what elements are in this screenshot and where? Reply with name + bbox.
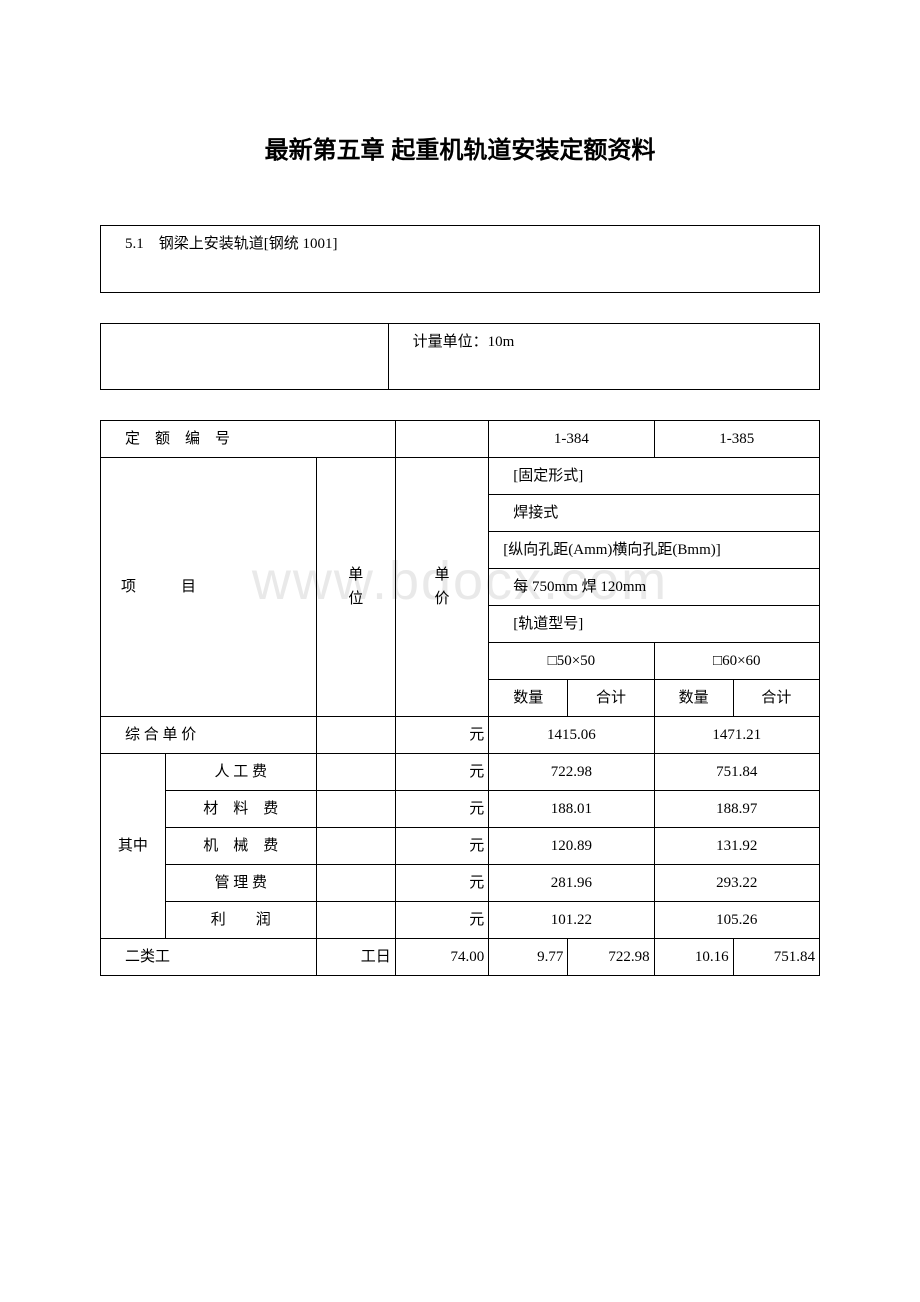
composite-unit: 元 bbox=[395, 717, 488, 754]
quota-code-1: 1-384 bbox=[489, 421, 654, 458]
table-row: 定 额 编 号 1-384 1-385 bbox=[101, 421, 820, 458]
page-title: 最新第五章 起重机轨道安装定额资料 bbox=[100, 130, 820, 165]
material-v1: 188.01 bbox=[489, 791, 654, 828]
labor-v2: 751.84 bbox=[654, 754, 819, 791]
profit-label: 利 润 bbox=[165, 902, 316, 939]
composite-label: 综 合 单 价 bbox=[101, 717, 317, 754]
weld-spec: 每 750mm 焊 120mm bbox=[489, 569, 820, 606]
table-row: 二类工 工日 74.00 9.77 722.98 10.16 751.84 bbox=[101, 939, 820, 976]
rail-model-1: □50×50 bbox=[489, 643, 654, 680]
cell-empty bbox=[316, 791, 395, 828]
quota-table: 定 额 编 号 1-384 1-385 项 目 单 位 单 价 [固定形式] 焊… bbox=[100, 420, 820, 976]
unit-box-left bbox=[101, 323, 389, 360]
cell-empty bbox=[316, 902, 395, 939]
table-row: 材 料 费 元 188.01 188.97 bbox=[101, 791, 820, 828]
material-unit: 元 bbox=[395, 791, 488, 828]
section-empty-row bbox=[101, 262, 820, 292]
table-row: 管 理 费 元 281.96 293.22 bbox=[101, 865, 820, 902]
qty-header-1: 数量 bbox=[489, 680, 568, 717]
labor-label: 人 工 费 bbox=[165, 754, 316, 791]
worker-label: 二类工 bbox=[101, 939, 317, 976]
rail-model-label: [轨道型号] bbox=[489, 606, 820, 643]
cell-empty bbox=[316, 754, 395, 791]
cell-empty bbox=[316, 865, 395, 902]
profit-unit: 元 bbox=[395, 902, 488, 939]
worker-s2: 751.84 bbox=[733, 939, 819, 976]
table-row: 项 目 单 位 单 价 [固定形式] bbox=[101, 458, 820, 495]
unit-col-label: 单 位 bbox=[316, 458, 395, 717]
material-v2: 188.97 bbox=[654, 791, 819, 828]
table-row: 综 合 单 价 元 1415.06 1471.21 bbox=[101, 717, 820, 754]
cell-empty bbox=[395, 421, 488, 458]
worker-s1: 722.98 bbox=[568, 939, 654, 976]
sum-header-2: 合计 bbox=[733, 680, 819, 717]
composite-v1: 1415.06 bbox=[489, 717, 654, 754]
worker-price: 74.00 bbox=[395, 939, 488, 976]
table-row: 机 械 费 元 120.89 131.92 bbox=[101, 828, 820, 865]
worker-q2: 10.16 bbox=[654, 939, 733, 976]
profit-v1: 101.22 bbox=[489, 902, 654, 939]
profit-v2: 105.26 bbox=[654, 902, 819, 939]
item-label: 项 目 bbox=[101, 458, 317, 717]
manage-label: 管 理 费 bbox=[165, 865, 316, 902]
measure-unit: 计量单位：10m bbox=[388, 323, 819, 360]
quota-number-label: 定 额 编 号 bbox=[101, 421, 396, 458]
hole-distance: [纵向孔距(Amm)横向孔距(Bmm)] bbox=[489, 532, 820, 569]
cell-empty bbox=[316, 828, 395, 865]
sum-header-1: 合计 bbox=[568, 680, 654, 717]
cell-empty bbox=[316, 717, 395, 754]
unit-box-right-2 bbox=[388, 360, 819, 390]
machine-unit: 元 bbox=[395, 828, 488, 865]
qizhong-label: 其中 bbox=[101, 754, 166, 939]
worker-q1: 9.77 bbox=[489, 939, 568, 976]
machine-v2: 131.92 bbox=[654, 828, 819, 865]
price-col-label: 单 价 bbox=[395, 458, 488, 717]
section-box: 5.1 钢梁上安装轨道[钢统 1001] bbox=[100, 225, 820, 293]
material-label: 材 料 费 bbox=[165, 791, 316, 828]
quota-code-2: 1-385 bbox=[654, 421, 819, 458]
section-heading: 5.1 钢梁上安装轨道[钢统 1001] bbox=[101, 226, 820, 263]
manage-unit: 元 bbox=[395, 865, 488, 902]
machine-label: 机 械 费 bbox=[165, 828, 316, 865]
table-row: 利 润 元 101.22 105.26 bbox=[101, 902, 820, 939]
machine-v1: 120.89 bbox=[489, 828, 654, 865]
labor-unit: 元 bbox=[395, 754, 488, 791]
unit-box: 计量单位：10m bbox=[100, 323, 820, 391]
fix-form-label: [固定形式] bbox=[489, 458, 820, 495]
manage-v1: 281.96 bbox=[489, 865, 654, 902]
rail-model-2: □60×60 bbox=[654, 643, 819, 680]
composite-v2: 1471.21 bbox=[654, 717, 819, 754]
manage-v2: 293.22 bbox=[654, 865, 819, 902]
worker-unit: 工日 bbox=[316, 939, 395, 976]
unit-box-left-2 bbox=[101, 360, 389, 390]
table-row: 其中 人 工 费 元 722.98 751.84 bbox=[101, 754, 820, 791]
weld-form: 焊接式 bbox=[489, 495, 820, 532]
qty-header-2: 数量 bbox=[654, 680, 733, 717]
labor-v1: 722.98 bbox=[489, 754, 654, 791]
